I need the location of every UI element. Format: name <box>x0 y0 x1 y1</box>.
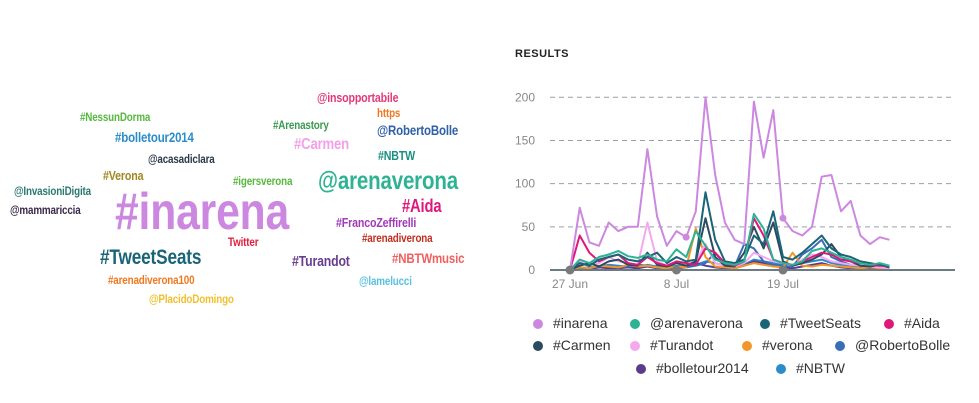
legend-item[interactable]: @RobertoBolle <box>835 337 950 353</box>
cloud-word[interactable]: #Verona <box>103 168 144 183</box>
legend-label: #inarena <box>553 315 608 331</box>
results-chart: RESULTS 0 50 100 150 200 27 Jun 8 Jul 19 Jul <box>515 48 955 291</box>
x-tick-marker <box>671 265 681 275</box>
cloud-word[interactable]: https <box>377 106 401 120</box>
cloud-word[interactable]: #bolletour2014 <box>115 129 194 145</box>
cloud-word[interactable]: #Arenastory <box>273 118 329 132</box>
cloud-word[interactable]: #TweetSeats <box>100 246 202 269</box>
legend-swatch <box>776 364 786 374</box>
cloud-word[interactable]: #NessunDorma <box>80 110 151 124</box>
cloud-word[interactable]: @mammariccia <box>10 203 81 217</box>
legend-item[interactable]: #Aida <box>884 315 940 331</box>
x-tick-label: 19 Jul <box>767 277 799 291</box>
legend-swatch <box>742 341 752 351</box>
legend-item[interactable]: #bolletour2014 <box>636 360 749 376</box>
cloud-word[interactable]: @arenaverona <box>318 167 458 195</box>
legend-item[interactable]: #TweetSeats <box>760 315 861 331</box>
cloud-word[interactable]: #arenadiverona100 <box>108 273 195 287</box>
y-tick-label: 150 <box>515 133 535 147</box>
series-line[interactable] <box>569 191 890 271</box>
legend-swatch <box>533 319 543 329</box>
legend-label: #TweetSeats <box>780 315 861 331</box>
y-tick-label: 0 <box>528 263 535 277</box>
legend-label: #NBTW <box>796 360 845 376</box>
legend-swatch <box>835 341 845 351</box>
cloud-word[interactable]: @acasadiclara <box>148 152 215 166</box>
cloud-word[interactable]: #Aida <box>402 196 442 216</box>
y-tick-label: 50 <box>522 220 536 234</box>
y-tick-label: 200 <box>515 90 535 104</box>
cloud-word[interactable]: #Turandot <box>292 253 350 270</box>
data-point[interactable] <box>682 233 690 241</box>
cloud-word[interactable]: #arenadiverona <box>362 231 433 245</box>
cloud-word[interactable]: #inarena <box>115 183 290 241</box>
data-point[interactable] <box>779 214 787 222</box>
cloud-word[interactable]: @InvasioniDigita <box>14 184 91 198</box>
legend-label: #verona <box>762 337 813 353</box>
cloud-word[interactable]: @lamelucci <box>359 274 412 288</box>
cloud-word[interactable]: #igersverona <box>233 174 293 188</box>
legend-item[interactable]: #verona <box>742 337 813 353</box>
x-tick-marker <box>565 265 575 275</box>
cloud-word[interactable]: @PlacidoDomingo <box>149 292 234 306</box>
cloud-word[interactable]: @insopportabile <box>317 90 399 105</box>
legend-item[interactable]: #inarena <box>533 315 608 331</box>
series-line[interactable] <box>569 227 890 271</box>
word-cloud: #inarena @arenaverona #TweetSeats #Aida … <box>10 90 465 306</box>
legend-label: #Aida <box>904 315 940 331</box>
cloud-word[interactable]: #NBTWmusic <box>392 250 465 266</box>
y-tick-label: 100 <box>515 177 535 191</box>
legend-swatch <box>636 364 646 374</box>
legend-item[interactable]: @arenaverona <box>630 315 743 331</box>
cloud-word[interactable]: #NBTW <box>378 148 416 163</box>
legend-swatch <box>533 341 543 351</box>
legend-label: @arenaverona <box>650 315 743 331</box>
cloud-word[interactable]: #FrancoZeffirelli <box>336 215 417 230</box>
legend-label: #Carmen <box>553 337 611 353</box>
legend-item[interactable]: #NBTW <box>776 360 845 376</box>
x-tick-label: 27 Jun <box>552 277 588 291</box>
x-tick-marker <box>778 265 788 275</box>
chart-title: RESULTS <box>515 48 569 60</box>
legend-label: @RobertoBolle <box>855 337 951 353</box>
series-line[interactable] <box>569 96 890 271</box>
cloud-word[interactable]: Twitter <box>228 235 259 249</box>
legend-swatch <box>630 341 640 351</box>
legend-item[interactable]: #Turandot <box>630 337 713 353</box>
series-line[interactable] <box>569 212 890 271</box>
cloud-word[interactable]: #Carmen <box>294 136 350 153</box>
legend-swatch <box>630 319 640 329</box>
legend-swatch <box>760 319 770 329</box>
cloud-word[interactable]: @RobertoBolle <box>377 122 459 138</box>
legend-label: #Turandot <box>650 337 714 353</box>
legend-label: #bolletour2014 <box>656 360 749 376</box>
legend-item[interactable]: #Carmen <box>533 337 611 353</box>
x-tick-label: 8 Jul <box>664 277 689 291</box>
legend-swatch <box>884 319 894 329</box>
